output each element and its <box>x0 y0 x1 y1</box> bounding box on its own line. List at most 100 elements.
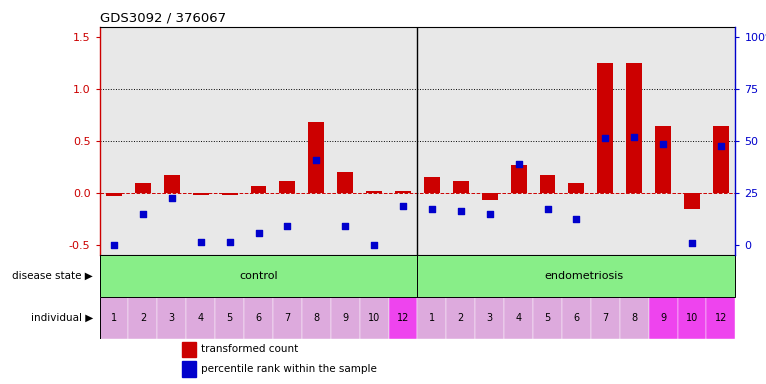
Bar <box>627 63 642 193</box>
Text: 10: 10 <box>686 313 698 323</box>
Bar <box>273 297 302 339</box>
Point <box>281 223 293 230</box>
Bar <box>250 186 267 193</box>
Text: 8: 8 <box>631 313 637 323</box>
Bar <box>309 122 324 193</box>
Bar <box>157 27 186 255</box>
Text: 4: 4 <box>198 313 204 323</box>
Text: 8: 8 <box>313 313 319 323</box>
Text: control: control <box>239 271 278 281</box>
Bar <box>186 297 215 339</box>
Point <box>397 202 409 209</box>
Point <box>108 242 120 248</box>
Bar <box>539 175 555 193</box>
Bar <box>649 297 678 339</box>
Bar <box>182 361 196 377</box>
Bar <box>337 172 353 193</box>
Bar <box>244 297 273 339</box>
Bar <box>215 27 244 255</box>
Bar <box>649 27 678 255</box>
Bar <box>453 180 469 193</box>
Bar <box>186 27 215 255</box>
Point <box>542 206 554 212</box>
Text: 3: 3 <box>169 313 175 323</box>
Point <box>570 216 582 222</box>
Text: 10: 10 <box>368 313 380 323</box>
Bar <box>395 191 411 193</box>
Bar <box>684 193 700 209</box>
Point <box>310 157 322 163</box>
Bar <box>164 175 180 193</box>
Text: 6: 6 <box>574 313 579 323</box>
Text: 7: 7 <box>602 313 608 323</box>
Bar <box>447 27 475 255</box>
Bar <box>562 297 591 339</box>
Point <box>715 143 727 149</box>
Bar <box>706 297 735 339</box>
Bar <box>504 27 533 255</box>
Bar <box>678 27 706 255</box>
Point <box>657 141 669 147</box>
Point <box>455 208 467 214</box>
Point <box>252 230 265 236</box>
Text: transformed count: transformed count <box>201 344 299 354</box>
Bar <box>100 255 417 297</box>
Bar <box>244 27 273 255</box>
Bar <box>475 27 504 255</box>
Text: 2: 2 <box>458 313 464 323</box>
Bar <box>533 27 562 255</box>
Bar <box>100 297 129 339</box>
Text: GDS3092 / 376067: GDS3092 / 376067 <box>100 11 226 24</box>
Bar <box>360 297 388 339</box>
Point <box>339 223 352 230</box>
Bar <box>620 27 649 255</box>
Text: 12: 12 <box>715 313 727 323</box>
Text: endometriosis: endometriosis <box>544 271 624 281</box>
Text: individual ▶: individual ▶ <box>31 313 93 323</box>
Bar <box>620 297 649 339</box>
Text: 6: 6 <box>256 313 261 323</box>
Bar <box>100 27 129 255</box>
Bar <box>482 193 498 200</box>
Bar <box>215 297 244 339</box>
Bar <box>562 27 591 255</box>
Text: 1: 1 <box>429 313 435 323</box>
Bar <box>193 193 208 195</box>
Text: 4: 4 <box>516 313 522 323</box>
Text: 2: 2 <box>140 313 146 323</box>
Bar <box>417 255 750 297</box>
Point <box>195 239 207 245</box>
Text: 9: 9 <box>342 313 349 323</box>
Bar <box>302 27 331 255</box>
Bar <box>597 63 614 193</box>
Bar <box>388 27 417 255</box>
Point <box>165 195 178 201</box>
Bar <box>568 183 584 193</box>
Bar <box>475 297 504 339</box>
Point <box>224 239 236 245</box>
Bar <box>424 177 440 193</box>
Point <box>628 134 640 140</box>
Bar <box>331 297 360 339</box>
Bar <box>366 191 382 193</box>
Point <box>368 242 380 248</box>
Bar <box>221 193 237 195</box>
Text: percentile rank within the sample: percentile rank within the sample <box>201 364 377 374</box>
Text: 3: 3 <box>486 313 493 323</box>
Bar <box>678 297 706 339</box>
Text: 7: 7 <box>284 313 290 323</box>
Bar <box>302 297 331 339</box>
Point <box>686 240 698 246</box>
Bar <box>280 180 296 193</box>
Text: 5: 5 <box>545 313 551 323</box>
Text: 5: 5 <box>227 313 233 323</box>
Text: disease state ▶: disease state ▶ <box>12 271 93 281</box>
Bar <box>713 126 729 193</box>
Text: 1: 1 <box>111 313 117 323</box>
Bar <box>182 341 196 357</box>
Bar <box>157 297 186 339</box>
Text: 9: 9 <box>660 313 666 323</box>
Bar <box>273 27 302 255</box>
Bar <box>129 27 157 255</box>
Text: 12: 12 <box>397 313 409 323</box>
